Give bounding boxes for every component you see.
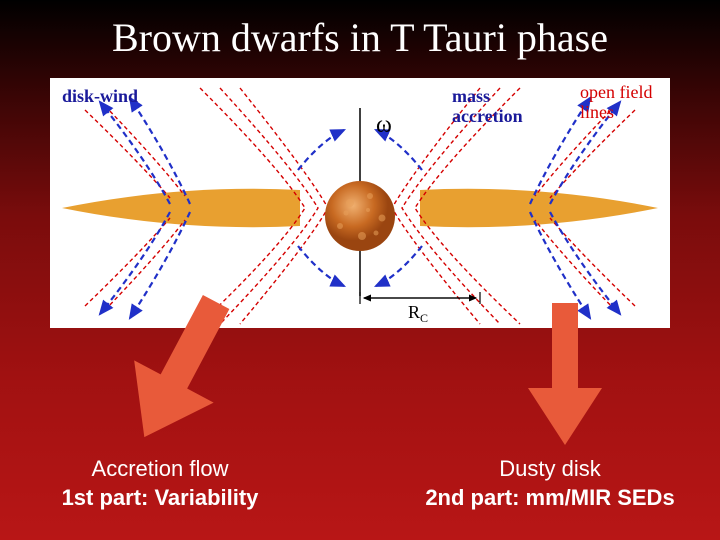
label-omega: ω <box>376 112 392 138</box>
label-mass: mass <box>452 86 490 106</box>
caption-dusty-disk: Dusty disk 2nd part: mm/MIR SEDs <box>395 455 705 512</box>
caption-accretion-line1: Accretion flow <box>30 455 290 484</box>
caption-accretion-line2: 1st part: Variability <box>30 484 290 513</box>
page-title: Brown dwarfs in T Tauri phase <box>0 14 720 61</box>
label-disk-wind: disk-wind <box>62 86 138 106</box>
label-accretion: accretion <box>452 106 523 126</box>
disk-left <box>62 189 300 227</box>
label-lines: lines <box>580 102 614 122</box>
big-arrow-right <box>520 300 610 450</box>
big-arrow-left <box>115 288 245 453</box>
label-rc: RC <box>408 302 428 325</box>
caption-dusty-line2: 2nd part: mm/MIR SEDs <box>395 484 705 513</box>
disk-right <box>420 189 658 227</box>
label-open-field: open field <box>580 82 652 102</box>
caption-accretion: Accretion flow 1st part: Variability <box>30 455 290 512</box>
slide: Brown dwarfs in T Tauri phase <box>0 0 720 540</box>
caption-dusty-line1: Dusty disk <box>395 455 705 484</box>
